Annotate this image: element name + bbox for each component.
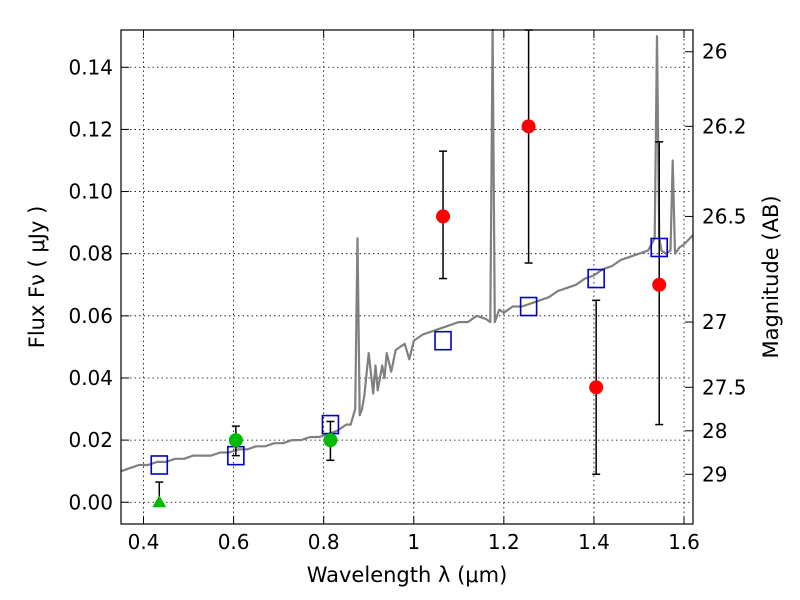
x-tick-label: 1.6 xyxy=(668,530,700,554)
x-tick-label: 1.4 xyxy=(578,530,610,554)
right-tick-labels: 26 26.2 26.5 27 27.5 28 29 xyxy=(702,40,747,487)
ticks-layer xyxy=(121,30,693,524)
model-photometry-square xyxy=(434,330,452,351)
red-data-point xyxy=(521,119,536,134)
green-data-point xyxy=(228,433,243,448)
x-tick-label: 1.2 xyxy=(488,530,520,554)
right-axis-label: Magnitude (AB) xyxy=(759,195,783,358)
red-data-point xyxy=(652,277,667,292)
y-tick-label: 0.00 xyxy=(68,490,113,514)
y-tick-label: 0.14 xyxy=(68,55,113,79)
right-tick-label: 28 xyxy=(702,419,727,443)
y-tick-label: 0.04 xyxy=(68,366,113,390)
right-tick-label: 26.2 xyxy=(702,114,747,138)
right-tick-label: 27 xyxy=(702,310,727,334)
right-tick-label: 26.5 xyxy=(702,204,747,228)
x-axis-label: Wavelength λ (μm) xyxy=(307,563,508,587)
model-photometry-square xyxy=(519,296,538,317)
markers-layer xyxy=(150,119,669,508)
model-photometry-square xyxy=(650,237,669,258)
x-tick-label: 0.4 xyxy=(128,530,160,554)
y-tick-label: 0.06 xyxy=(68,304,113,328)
green-upper-limit-triangle xyxy=(152,495,167,508)
grid-lines xyxy=(121,30,693,524)
right-tick-label: 26 xyxy=(702,40,727,64)
y-axis-label: Flux Fν ( μJy ) xyxy=(25,206,49,349)
model-photometry-square xyxy=(587,268,605,289)
y-tick-label: 0.10 xyxy=(68,180,113,204)
error-bars-layer xyxy=(155,29,664,504)
y-tick-label: 0.12 xyxy=(68,117,113,141)
green-data-point xyxy=(323,433,338,448)
model-spectrum-line xyxy=(120,28,694,473)
x-tick-label: 0.8 xyxy=(308,530,340,554)
right-tick-label: 29 xyxy=(702,462,727,486)
plot-frame xyxy=(120,29,694,525)
y-tick-labels: 0.00 0.02 0.04 0.06 0.08 0.10 0.12 0.14 xyxy=(68,55,113,514)
x-tick-labels: 0.4 0.6 0.8 1 1.2 1.4 1.6 xyxy=(128,530,700,554)
y-tick-label: 0.08 xyxy=(68,242,113,266)
right-tick-label: 27.5 xyxy=(702,375,747,399)
red-data-point xyxy=(436,209,451,224)
model-spectrum-layer xyxy=(120,28,694,473)
y-tick-label: 0.02 xyxy=(68,428,113,452)
red-data-point xyxy=(589,380,604,395)
x-tick-label: 1 xyxy=(407,530,420,554)
x-tick-label: 0.6 xyxy=(218,530,250,554)
model-photometry-square xyxy=(150,455,169,475)
